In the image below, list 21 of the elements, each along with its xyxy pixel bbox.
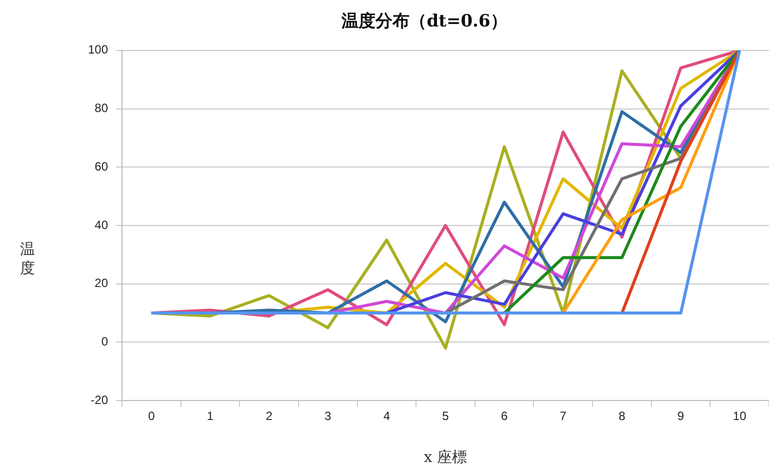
y-tick-label: 0 [101, 334, 108, 349]
y-tick-label: 100 [88, 42, 108, 57]
y-tick-label: 60 [94, 159, 108, 174]
x-tick-label: 7 [560, 409, 567, 424]
x-tick-label: 0 [148, 409, 156, 424]
x-tick-label: 6 [500, 409, 508, 424]
x-tick-label: 8 [618, 409, 626, 424]
chart-title: 温度分布（dt=0.6） [340, 12, 508, 32]
x-tick-label: 9 [677, 409, 684, 424]
x-tick-label: 1 [206, 409, 214, 424]
y-tick-label: 20 [94, 276, 108, 290]
x-tick-label: 4 [383, 409, 390, 424]
x-tick-label: 3 [324, 409, 332, 424]
x-tick-label: 10 [732, 409, 747, 424]
y-tick-label: 40 [94, 218, 108, 232]
y-tick-label: 80 [94, 101, 108, 116]
x-tick-label: 2 [266, 409, 273, 424]
x-axis-title: x 座標 [424, 448, 468, 466]
x-tick-label: 5 [442, 409, 450, 424]
y-tick-label: -20 [90, 392, 108, 407]
y-axis-title: 温度 [20, 240, 36, 278]
